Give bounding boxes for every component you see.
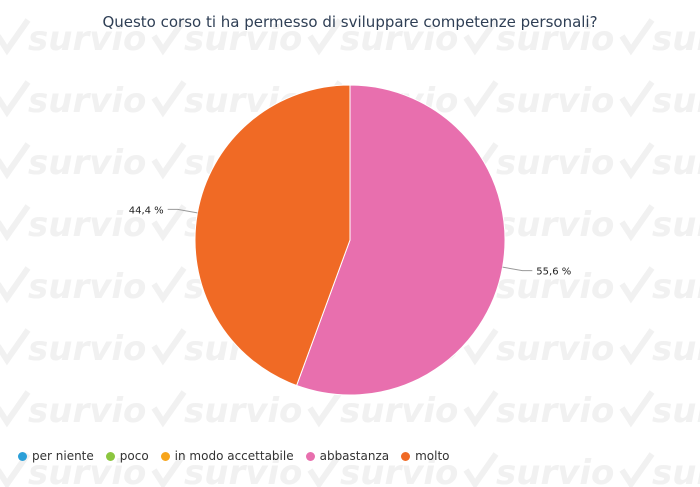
watermark-logo: survio [619, 328, 700, 369]
svg-text:survio: survio [28, 19, 146, 59]
watermark-logo: survio [0, 452, 146, 487]
svg-text:survio: survio [652, 19, 700, 59]
svg-text:survio: survio [652, 81, 700, 121]
chart-title: Questo corso ti ha permesso di sviluppar… [102, 13, 598, 31]
slice-value-label: 44,4 % [129, 205, 164, 216]
legend: per niente poco in modo accettabile abbasta… [18, 448, 450, 464]
svg-text:survio: survio [496, 267, 614, 307]
svg-text:survio: survio [184, 19, 302, 59]
watermark-logo: survio [151, 390, 302, 431]
svg-text:survio: survio [652, 143, 700, 183]
watermark-logo: survio [0, 18, 146, 59]
watermark-logo: survio [0, 204, 146, 245]
slice-leader-line [502, 266, 533, 272]
watermark-logo: survio [151, 452, 302, 487]
watermark-logo: survio [463, 80, 614, 121]
legend-item[interactable]: abbastanza [305, 449, 390, 463]
legend-marker [18, 451, 27, 461]
svg-text:survio: survio [496, 143, 614, 183]
svg-text:survio: survio [184, 453, 302, 487]
svg-text:survio: survio [184, 391, 302, 431]
legend-label: poco [119, 449, 149, 463]
watermark-logo: survio [619, 390, 700, 431]
svg-text:survio: survio [496, 329, 614, 369]
watermark-logo: survio [0, 80, 146, 121]
legend-item[interactable]: in modo accettabile [160, 449, 294, 463]
watermark-logo: survio [307, 18, 458, 59]
legend-item[interactable]: per niente [18, 449, 94, 463]
watermark-logo: survio [619, 80, 700, 121]
svg-text:survio: survio [496, 205, 614, 245]
svg-text:survio: survio [652, 453, 700, 487]
svg-text:survio: survio [28, 81, 146, 121]
watermark-logo: survio [0, 266, 146, 307]
svg-text:survio: survio [652, 329, 700, 369]
legend-marker [305, 451, 315, 461]
slice-value-label: 55,6 % [536, 267, 571, 278]
legend-label: molto [415, 449, 450, 463]
legend-item[interactable]: molto [401, 449, 450, 463]
legend-marker [105, 451, 115, 461]
watermark-logo: survio [463, 18, 614, 59]
svg-text:survio: survio [28, 329, 146, 369]
svg-text:survio: survio [340, 19, 458, 59]
svg-text:survio: survio [652, 205, 700, 245]
watermark-logo: survio [619, 18, 700, 59]
legend-item[interactable]: poco [105, 449, 149, 463]
svg-text:survio: survio [496, 453, 614, 487]
watermark-logo: survio [619, 266, 700, 307]
watermark-logo: survio [619, 452, 700, 487]
svg-text:survio: survio [28, 267, 146, 307]
svg-text:survio: survio [652, 267, 700, 307]
svg-text:survio: survio [496, 81, 614, 121]
svg-text:survio: survio [340, 453, 458, 487]
watermark-logo: survio [0, 142, 146, 183]
svg-text:survio: survio [28, 391, 146, 431]
watermark-logo: survio [463, 452, 614, 487]
svg-text:survio: survio [28, 453, 146, 487]
legend-label: abbastanza [319, 449, 390, 463]
legend-marker [401, 451, 411, 461]
svg-text:survio: survio [496, 391, 614, 431]
watermark-logo: survio [307, 452, 458, 487]
legend-marker [160, 451, 170, 461]
legend-label: in modo accettabile [174, 449, 294, 463]
watermark-logo: survio [0, 390, 146, 431]
svg-text:survio: survio [652, 391, 700, 431]
svg-text:survio: survio [340, 391, 458, 431]
svg-text:survio: survio [28, 205, 146, 245]
svg-text:survio: survio [28, 143, 146, 183]
watermark-logo: survio [619, 204, 700, 245]
watermark-logo: survio [463, 328, 614, 369]
watermark-logo: survio [0, 328, 146, 369]
slice-leader-line [167, 208, 198, 214]
watermark-logo: survio [151, 18, 302, 59]
legend-label: per niente [32, 449, 94, 463]
watermark-logo: survio [463, 390, 614, 431]
pie-slice-abbastanza[interactable] [295, 84, 506, 396]
watermark-logo: survio [619, 142, 700, 183]
svg-text:survio: survio [496, 19, 614, 59]
watermark-logo: survio [307, 390, 458, 431]
